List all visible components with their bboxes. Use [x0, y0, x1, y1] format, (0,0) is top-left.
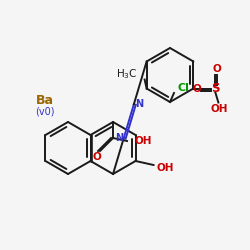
Text: (v0): (v0)	[35, 107, 55, 117]
Text: Ba: Ba	[36, 94, 54, 106]
Text: Cl: Cl	[178, 83, 190, 93]
Text: H$_3$C: H$_3$C	[116, 68, 138, 82]
Text: O: O	[93, 152, 102, 162]
Text: N: N	[135, 99, 143, 109]
Text: OH: OH	[211, 104, 228, 115]
Text: OH: OH	[134, 136, 152, 146]
Text: N: N	[115, 133, 123, 143]
Text: O: O	[212, 64, 221, 74]
Text: S: S	[211, 82, 220, 95]
Text: OH: OH	[156, 163, 174, 173]
Text: O: O	[192, 84, 201, 94]
